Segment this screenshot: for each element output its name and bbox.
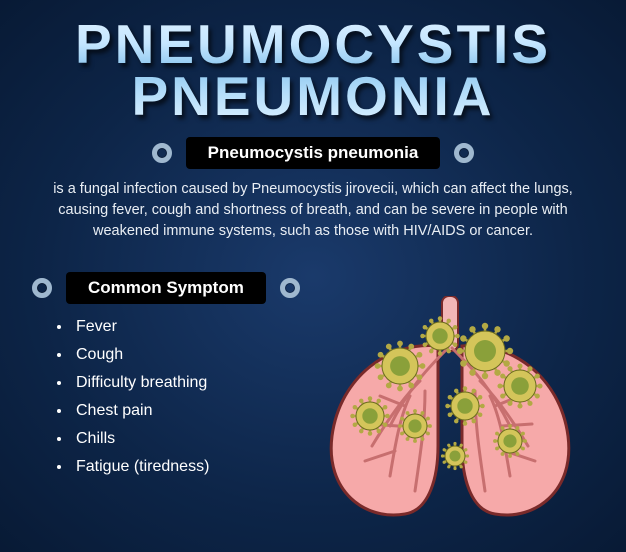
donut-icon <box>280 278 300 298</box>
title-line-1: PNEUMOCYSTIS <box>0 18 626 70</box>
symptoms-heading: Common Symptom <box>66 272 266 304</box>
lungs-illustration <box>310 296 590 526</box>
title-line-2: PNEUMONIA <box>0 70 626 122</box>
donut-icon <box>152 143 172 163</box>
section-header-definition: Pneumocystis pneumonia <box>0 137 626 169</box>
donut-icon <box>454 143 474 163</box>
definition-text: is a fungal infection caused by Pneumocy… <box>0 179 626 242</box>
donut-icon <box>32 278 52 298</box>
main-title: PNEUMOCYSTIS PNEUMONIA <box>0 0 626 123</box>
definition-heading: Pneumocystis pneumonia <box>186 137 441 169</box>
